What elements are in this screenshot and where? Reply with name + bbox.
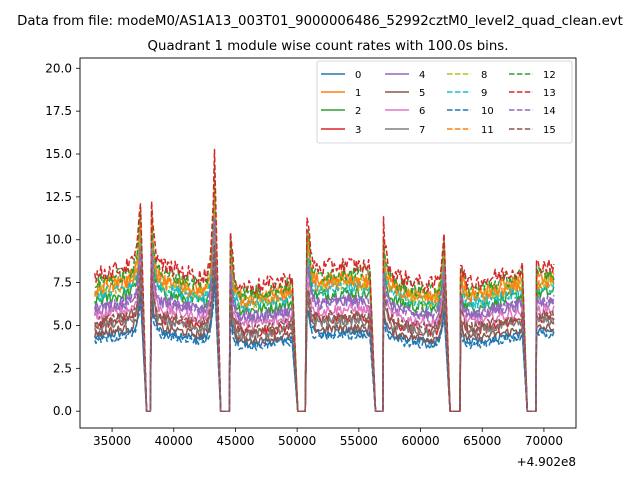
y-tick-label: 15.0: [45, 147, 72, 161]
y-axis-ticks: 0.0 2.5 5.0 7.5 10.0 12.5 15.0 17.5 20.0: [45, 61, 80, 418]
series-line-9: [94, 195, 555, 412]
legend-label-13: 13: [543, 88, 556, 99]
chart-suptitle: Data from file: modeM0/AS1A13_003T01_900…: [17, 14, 623, 29]
series-line-13: [94, 148, 555, 412]
legend-label-1: 1: [355, 88, 361, 99]
series-line-5: [94, 268, 555, 412]
legend-label-2: 2: [355, 106, 361, 117]
y-tick-label: 2.5: [53, 361, 72, 375]
legend-label-9: 9: [481, 88, 487, 99]
legend-label-14: 14: [543, 106, 556, 117]
legend-label-6: 6: [419, 106, 425, 117]
x-tick-label: 55000: [340, 434, 378, 448]
legend-label-3: 3: [355, 125, 361, 136]
series-line-7: [94, 249, 555, 412]
legend-label-0: 0: [355, 70, 361, 81]
legend-label-8: 8: [481, 70, 487, 81]
x-tick-label: 45000: [216, 434, 254, 448]
y-tick-label: 12.5: [45, 190, 72, 204]
series-line-14: [94, 218, 555, 412]
x-tick-label: 50000: [278, 434, 316, 448]
series-line-1: [94, 178, 555, 412]
x-tick-label: 35000: [93, 434, 131, 448]
y-tick-label: 20.0: [45, 61, 72, 75]
series-line-15: [94, 243, 555, 412]
y-tick-label: 0.0: [53, 404, 72, 418]
y-tick-label: 5.0: [53, 318, 72, 332]
legend-frame: [316, 60, 573, 144]
legend-label-5: 5: [419, 88, 425, 99]
legend-label-4: 4: [419, 70, 425, 81]
legend-label-7: 7: [419, 125, 425, 136]
legend-label-11: 11: [481, 125, 494, 136]
x-tick-label: 60000: [401, 434, 439, 448]
x-tick-label: 65000: [463, 434, 501, 448]
series-lines: [94, 148, 555, 412]
y-tick-label: 17.5: [45, 104, 72, 118]
x-axis-ticks: 35000 40000 45000 50000 55000 60000 65000 70000: [93, 428, 563, 448]
x-tick-label: 70000: [525, 434, 563, 448]
x-tick-label: 40000: [155, 434, 193, 448]
axes-frame: [79, 57, 577, 429]
x-axis-offset-label: +4.902e8: [517, 455, 576, 469]
legend-label-10: 10: [481, 106, 494, 117]
y-tick-label: 7.5: [53, 276, 72, 290]
legend-label-15: 15: [543, 125, 556, 136]
series-line-10: [94, 280, 555, 412]
chart-title: Quadrant 1 module wise count rates with …: [148, 39, 509, 54]
legend-label-12: 12: [543, 70, 556, 81]
y-tick-label: 10.0: [45, 233, 72, 247]
